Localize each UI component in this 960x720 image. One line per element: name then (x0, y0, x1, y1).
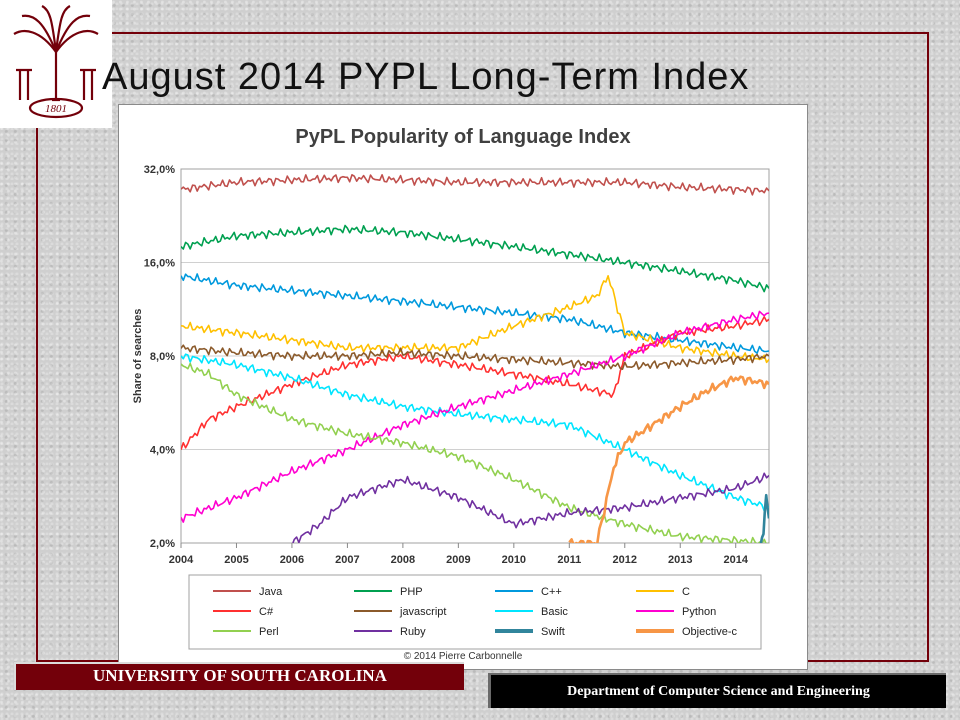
x-tick-label: 2012 (613, 554, 637, 566)
logo-year: 1801 (45, 103, 67, 115)
series-line-6 (181, 353, 769, 512)
x-tick-label: 2007 (335, 554, 359, 566)
x-tick-label: 2005 (224, 554, 248, 566)
university-logo: 1801 (0, 0, 112, 128)
series-line-11 (568, 375, 769, 543)
chart-footnote: © 2014 Pierre Carbonnelle (404, 651, 523, 662)
x-tick-label: 2010 (502, 554, 526, 566)
legend-label: Objective-c (682, 626, 738, 638)
series-line-1 (181, 224, 769, 293)
x-tick-label: 2011 (557, 554, 581, 566)
x-tick-label: 2013 (668, 554, 692, 566)
legend-label: Java (259, 586, 283, 598)
chart: PyPL Popularity of Language Index 2,0% 4,0… (132, 126, 770, 662)
legend-label: Python (682, 606, 716, 618)
footer-university-banner: UNIVERSITY OF SOUTH CAROLINA (14, 662, 464, 690)
series-line-9 (292, 472, 769, 543)
legend-label: PHP (400, 586, 423, 598)
legend-label: Ruby (400, 626, 426, 638)
legend-label: Basic (541, 606, 568, 618)
series-line-8 (181, 362, 769, 543)
legend-label: javascript (399, 606, 446, 618)
series-line-5 (181, 344, 769, 371)
y-tick-label: 8,0% (150, 351, 175, 363)
legend-label: C# (259, 606, 274, 618)
y-tick-label: 16,0% (144, 258, 175, 270)
legend-label: C++ (541, 586, 562, 598)
series-line-4 (181, 316, 769, 451)
y-axis-label: Share of searches (132, 309, 144, 404)
y-tick-label: 4,0% (150, 445, 175, 457)
x-tick-label: 2006 (280, 554, 304, 566)
chart-title: PyPL Popularity of Language Index (295, 126, 630, 148)
series-line-3 (181, 275, 769, 364)
footer-department-banner: Department of Computer Science and Engin… (488, 673, 946, 708)
x-tick-label: 2014 (723, 554, 748, 566)
y-tick-label: 2,0% (150, 538, 175, 550)
series-line-2 (181, 273, 769, 354)
legend-label: C (682, 586, 690, 598)
series-line-7 (181, 310, 769, 523)
x-tick-label: 2004 (169, 554, 194, 566)
series-line-10 (759, 493, 769, 543)
slide-title: August 2014 PYPL Long-Term Index (102, 56, 750, 98)
legend-label: Perl (259, 626, 279, 638)
series-line-0 (181, 174, 769, 196)
legend-label: Swift (541, 626, 565, 638)
x-tick-label: 2009 (446, 554, 470, 566)
chart-panel: PyPL Popularity of Language Index 2,0% 4,0… (118, 104, 808, 670)
y-tick-label: 32,0% (144, 164, 175, 176)
x-tick-label: 2008 (391, 554, 415, 566)
